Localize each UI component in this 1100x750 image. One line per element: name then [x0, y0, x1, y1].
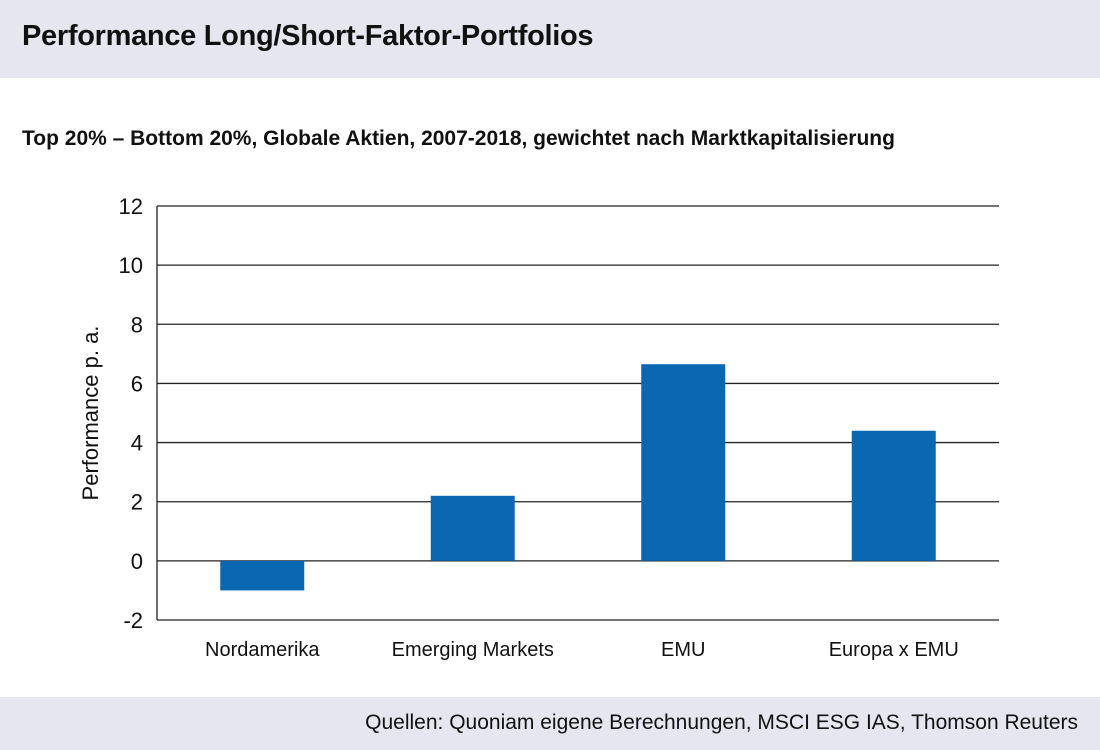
bars: [220, 364, 936, 591]
footer-band: Quellen: Quoniam eigene Berechnungen, MS…: [0, 697, 1100, 750]
x-tick-label: Emerging Markets: [392, 639, 554, 661]
y-tick-label: 2: [131, 490, 143, 515]
y-tick-labels: -2 0 2 4 6 8 10 12: [119, 194, 143, 633]
y-tick-label: -2: [123, 608, 143, 633]
bar: [220, 560, 305, 591]
y-tick-label: 6: [131, 371, 143, 396]
y-tick-label: 12: [119, 194, 143, 219]
y-tick-label: 10: [119, 253, 143, 278]
chart-subtitle: Top 20% – Bottom 20%, Globale Aktien, 20…: [22, 127, 895, 150]
bar: [851, 430, 936, 561]
bar: [430, 495, 515, 561]
x-tick-label: Europa x EMU: [829, 639, 959, 661]
header-band: Performance Long/Short-Faktor-Portfolios: [0, 0, 1100, 78]
y-tick-label: 8: [131, 312, 143, 337]
grid-lines: [157, 205, 999, 621]
page-title: Performance Long/Short-Faktor-Portfolios: [22, 20, 594, 52]
y-tick-label: 4: [131, 431, 143, 456]
source-note: Quellen: Quoniam eigene Berechnungen, MS…: [365, 711, 1078, 734]
y-tick-label: 0: [131, 549, 143, 574]
y-axis-label: Performance p. a.: [78, 326, 103, 501]
bar: [641, 364, 726, 561]
x-tick-labels: Nordamerika Emerging Markets EMU Europa x E…: [205, 639, 959, 661]
x-tick-label: EMU: [661, 639, 705, 661]
x-tick-label: Nordamerika: [205, 639, 320, 661]
